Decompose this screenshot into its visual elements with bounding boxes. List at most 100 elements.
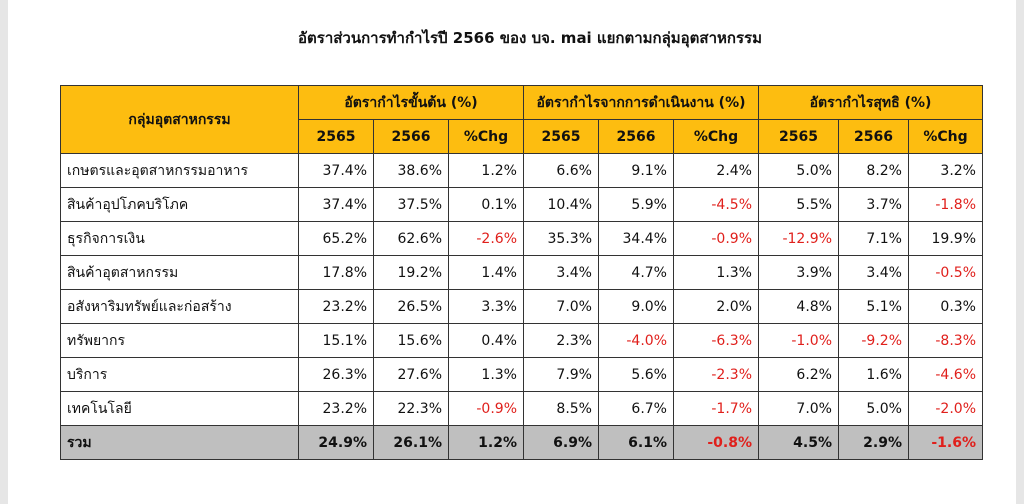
value-cell: -4.0% [598,323,674,358]
row-label: บริการ [60,357,299,392]
row-label: ทรัพยากร [60,323,299,358]
data-row: เกษตรและอุตสาหกรรมอาหาร 37.4% 38.6% 1.2% 6.6… [60,153,983,188]
value-cell: 26.1% [373,425,449,460]
profit-table: กลุ่มอุตสาหกรรม อัตรากำไรขั้นต้น (%) อัตรา… [60,85,983,460]
value-cell: 3.4% [523,255,599,290]
subheader: %Chg [908,119,983,154]
value-cell: 27.6% [373,357,449,392]
value-cell: 9.1% [598,153,674,188]
value-cell: 5.1% [838,289,909,324]
value-cell: 6.7% [598,391,674,426]
value-cell: 2.0% [673,289,759,324]
value-cell: -0.9% [448,391,524,426]
subheader: %Chg [448,119,524,154]
data-row: ธุรกิจการเงิน 65.2% 62.6% -2.6% 35.3% 34.4% -0… [60,221,983,256]
value-cell: 23.2% [298,289,374,324]
value-cell: 2.9% [838,425,909,460]
value-cell: 5.6% [598,357,674,392]
value-cell: 22.3% [373,391,449,426]
value-cell: 1.3% [673,255,759,290]
value-cell: -0.9% [673,221,759,256]
value-cell: -2.3% [673,357,759,392]
value-cell: 26.3% [298,357,374,392]
value-cell: 1.2% [448,153,524,188]
data-row: อสังหาริมทรัพย์และก่อสร้าง 23.2% 26.5% 3.3%… [60,289,983,324]
value-cell: 15.6% [373,323,449,358]
row-label: สินค้าอุตสาหกรรม [60,255,299,290]
value-cell: 0.4% [448,323,524,358]
value-cell: -8.3% [908,323,983,358]
value-cell: 62.6% [373,221,449,256]
value-cell: -1.7% [673,391,759,426]
value-cell: 0.1% [448,187,524,222]
value-cell: 8.2% [838,153,909,188]
value-cell: 2.4% [673,153,759,188]
value-cell: 0.3% [908,289,983,324]
value-cell: -4.5% [673,187,759,222]
value-cell: 15.1% [298,323,374,358]
value-cell: -1.6% [908,425,983,460]
value-cell: 9.0% [598,289,674,324]
group-header: อัตรากำไรสุทธิ (%) [758,85,983,120]
value-cell: 17.8% [298,255,374,290]
subheader: 2566 [373,119,449,154]
value-cell: -2.0% [908,391,983,426]
row-label: รวม [60,425,299,460]
data-row: บริการ 26.3% 27.6% 1.3% 7.9% 5.6% -2.3% 6.2% 1.6… [60,357,983,392]
value-cell: 37.5% [373,187,449,222]
value-cell: 7.9% [523,357,599,392]
value-cell: 8.5% [523,391,599,426]
value-cell: 5.0% [838,391,909,426]
value-cell: 19.2% [373,255,449,290]
value-cell: 4.5% [758,425,839,460]
row-label: เทคโนโลยี [60,391,299,426]
value-cell: 6.1% [598,425,674,460]
group-header: อัตรากำไรจากการดำเนินงาน (%) [523,85,759,120]
value-cell: 5.5% [758,187,839,222]
value-cell: 1.3% [448,357,524,392]
value-cell: 1.2% [448,425,524,460]
value-cell: 1.6% [838,357,909,392]
value-cell: -2.6% [448,221,524,256]
value-cell: 5.0% [758,153,839,188]
value-cell: 26.5% [373,289,449,324]
value-cell: 2.3% [523,323,599,358]
value-cell: 35.3% [523,221,599,256]
panel: อัตราส่วนการทำกำไรปี 2566 ของ บจ. mai แย… [8,0,1016,504]
value-cell: 23.2% [298,391,374,426]
value-cell: 65.2% [298,221,374,256]
value-cell: 3.2% [908,153,983,188]
total-row: รวม 24.9% 26.1% 1.2% 6.9% 6.1% -0.8% 4.5% 2.9% -1… [60,425,983,460]
data-row: สินค้าอุปโภคบริโภค 37.4% 37.5% 0.1% 10.4% 5.9… [60,187,983,222]
subheader: 2566 [838,119,909,154]
value-cell: 4.7% [598,255,674,290]
subheader: 2566 [598,119,674,154]
title: อัตราส่วนการทำกำไรปี 2566 ของ บจ. mai แย… [298,29,762,47]
value-cell: 4.8% [758,289,839,324]
subheader: 2565 [758,119,839,154]
value-cell: 37.4% [298,187,374,222]
value-cell: 3.9% [758,255,839,290]
value-cell: 7.0% [758,391,839,426]
value-cell: 6.2% [758,357,839,392]
value-cell: -4.6% [908,357,983,392]
value-cell: 6.6% [523,153,599,188]
value-cell: 19.9% [908,221,983,256]
value-cell: -12.9% [758,221,839,256]
value-cell: 34.4% [598,221,674,256]
data-row: เทคโนโลยี 23.2% 22.3% -0.9% 8.5% 6.7% -1.7% 7.0… [60,391,983,426]
subheader-row: 2565 2566 %Chg 2565 2566 %Chg 2565 2566 %Chg [61,119,983,154]
value-cell: 5.9% [598,187,674,222]
data-row: ทรัพยากร 15.1% 15.6% 0.4% 2.3% -4.0% -6.3% -1.0… [60,323,983,358]
subheader: %Chg [673,119,759,154]
subheader: 2565 [523,119,599,154]
subheader: 2565 [298,119,374,154]
value-cell: 10.4% [523,187,599,222]
row-label: อสังหาริมทรัพย์และก่อสร้าง [60,289,299,324]
row-label: สินค้าอุปโภคบริโภค [60,187,299,222]
value-cell: -1.8% [908,187,983,222]
value-cell: -0.5% [908,255,983,290]
value-cell: 37.4% [298,153,374,188]
value-cell: 3.3% [448,289,524,324]
